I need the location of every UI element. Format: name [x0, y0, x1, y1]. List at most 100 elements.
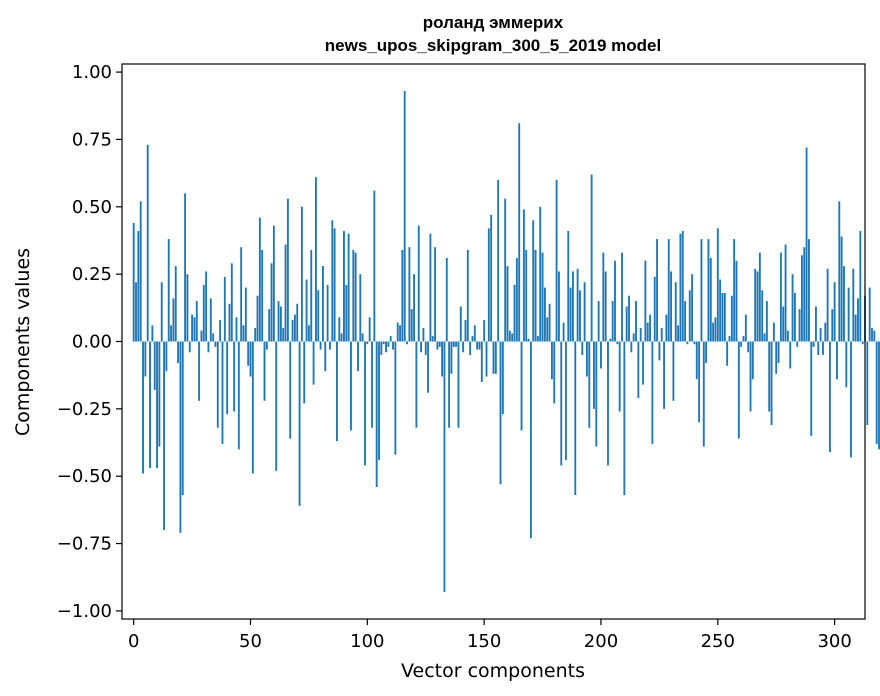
bar	[805, 147, 808, 342]
bar	[401, 249, 404, 342]
bar	[209, 298, 212, 342]
bar	[532, 220, 535, 342]
bar	[700, 239, 703, 342]
bar	[132, 222, 135, 342]
bar	[670, 271, 673, 342]
bar	[628, 295, 630, 342]
bar	[600, 341, 602, 369]
bar	[850, 341, 852, 458]
bar	[375, 341, 378, 487]
bar	[366, 341, 369, 345]
bar	[653, 276, 656, 342]
bar	[195, 301, 198, 342]
bar	[156, 341, 158, 469]
bar	[751, 341, 754, 380]
bar	[317, 290, 320, 342]
bar	[740, 341, 743, 347]
bar	[635, 301, 637, 342]
bar	[791, 274, 794, 342]
x-tick-label: 200	[584, 631, 618, 652]
bar	[226, 341, 229, 415]
bar	[506, 266, 509, 342]
bar	[233, 341, 236, 412]
bar	[174, 266, 177, 342]
bar	[642, 341, 644, 385]
bar	[796, 341, 799, 347]
bar	[579, 290, 581, 342]
bar	[602, 252, 605, 342]
bar	[483, 319, 486, 342]
bar	[389, 336, 392, 342]
bar	[408, 247, 411, 342]
bar	[698, 341, 701, 423]
bar	[284, 244, 287, 342]
bar	[761, 290, 764, 342]
bar	[478, 341, 481, 350]
bar	[712, 322, 715, 342]
bar	[548, 303, 551, 342]
bar	[494, 341, 497, 374]
bar	[275, 341, 278, 471]
bar	[546, 317, 549, 342]
bar	[333, 228, 336, 342]
bar	[466, 249, 469, 342]
bar	[422, 328, 425, 342]
bar	[193, 317, 196, 342]
bar	[452, 341, 455, 347]
bar	[198, 341, 201, 401]
bar	[649, 314, 651, 342]
bar	[604, 271, 607, 342]
bar	[826, 268, 829, 342]
bar	[723, 293, 726, 342]
bar	[359, 274, 362, 342]
bar	[857, 298, 859, 342]
bar	[786, 330, 789, 342]
bar	[160, 282, 163, 342]
x-axis-label: Vector components	[401, 660, 585, 682]
bar	[688, 290, 691, 342]
bar	[399, 325, 401, 342]
bar	[529, 341, 532, 539]
bar	[597, 301, 600, 342]
bar	[441, 341, 444, 377]
bar	[396, 322, 399, 342]
bar	[392, 341, 394, 350]
bar	[258, 217, 261, 342]
bar	[663, 341, 665, 409]
bar	[179, 341, 182, 533]
bar	[216, 341, 219, 428]
bar	[476, 341, 479, 350]
bar	[298, 341, 301, 506]
bar	[331, 220, 334, 342]
bar	[223, 276, 226, 342]
bar	[644, 260, 647, 342]
bar	[779, 252, 782, 342]
bar	[618, 341, 621, 412]
bar	[721, 293, 724, 342]
bar	[836, 341, 838, 380]
bar	[158, 341, 161, 447]
bar	[730, 295, 733, 342]
bar	[457, 341, 460, 428]
bar	[550, 341, 553, 380]
bar	[177, 341, 180, 364]
bar	[611, 301, 614, 342]
bar	[572, 271, 574, 342]
bar	[471, 336, 474, 342]
bar	[866, 341, 869, 426]
chart-title-line-2: news_upos_skipgram_300_5_2019 model	[325, 36, 661, 55]
bar	[445, 257, 448, 342]
bar	[646, 322, 649, 342]
bar	[847, 287, 850, 342]
bar	[373, 190, 376, 342]
bar	[142, 341, 144, 474]
bar	[534, 249, 537, 342]
bar	[511, 333, 514, 342]
x-tick-label: 0	[128, 631, 139, 652]
bar	[607, 341, 609, 466]
bar	[684, 301, 687, 342]
bar	[593, 341, 595, 409]
bar	[434, 247, 437, 342]
bar	[326, 284, 329, 342]
bar	[293, 314, 296, 342]
